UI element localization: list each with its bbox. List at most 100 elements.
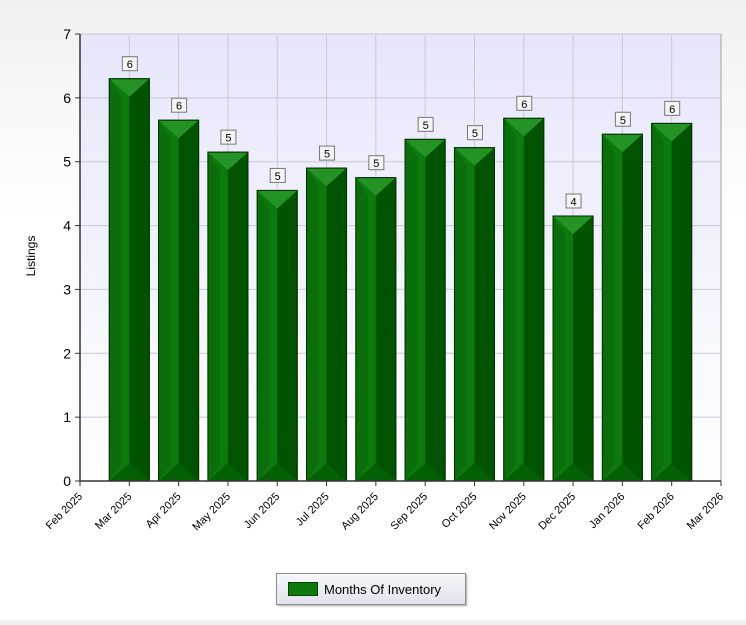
data-label-box <box>466 125 483 141</box>
data-label-box <box>614 111 631 127</box>
bar-top-bevel <box>454 147 495 166</box>
x-tick-label: Dec 2025 <box>536 491 578 533</box>
data-label: 4 <box>565 193 582 209</box>
bar-shade <box>523 118 544 481</box>
bar-shade <box>227 152 248 481</box>
data-label: 5 <box>269 167 286 183</box>
bar-bottom-bevel <box>158 463 199 481</box>
bar-top-bevel <box>503 118 544 137</box>
bar-shade <box>257 190 270 481</box>
bar-shade <box>474 147 495 481</box>
bar-shade <box>158 120 171 481</box>
x-tick-label: Apr 2025 <box>144 491 184 531</box>
bar <box>404 138 446 482</box>
bar <box>453 147 495 482</box>
bar-shade <box>602 134 615 481</box>
data-label-text: 5 <box>423 120 429 132</box>
bar-shade <box>454 147 467 481</box>
data-label: 5 <box>220 129 237 145</box>
data-label-text: 6 <box>176 101 182 113</box>
bar-shade <box>375 177 396 481</box>
bar-bottom-bevel <box>602 463 643 481</box>
legend-swatch <box>288 582 318 596</box>
data-label-text: 5 <box>620 115 626 127</box>
bar-bottom-bevel <box>109 463 150 481</box>
y-tick-label: 0 <box>63 473 71 489</box>
data-label-box <box>664 100 681 116</box>
data-label-text: 5 <box>373 158 379 170</box>
x-tick-label: Sep 2025 <box>388 491 430 533</box>
data-label: 6 <box>171 97 188 113</box>
bar-top-bevel <box>257 190 298 209</box>
x-tick-label: Nov 2025 <box>487 491 529 533</box>
data-label-box <box>171 97 188 113</box>
x-tick-label: Feb 2025 <box>44 491 85 532</box>
bar <box>256 189 298 482</box>
data-label-text: 5 <box>472 128 478 140</box>
x-tick-label: May 2025 <box>190 491 233 534</box>
data-label-box <box>565 193 582 209</box>
data-label: 6 <box>516 95 533 111</box>
y-tick-label: 5 <box>63 154 71 170</box>
x-tick-label: Jul 2025 <box>294 491 332 529</box>
bar-shade <box>622 134 643 481</box>
bar-bottom-bevel <box>553 463 594 481</box>
bar-shade <box>326 168 347 481</box>
bar-shade <box>651 123 664 482</box>
bar-bottom-bevel <box>207 463 248 481</box>
bar-top-bevel <box>553 215 594 234</box>
bar-bottom-bevel <box>355 463 396 481</box>
legend-label: Months Of Inventory <box>324 581 442 597</box>
legend: Months Of Inventory <box>276 573 466 605</box>
x-tick-label: Jan 2026 <box>587 491 627 531</box>
x-tick-label: Feb 2026 <box>635 491 676 532</box>
bar-bottom-bevel <box>306 463 347 481</box>
data-label-text: 5 <box>324 149 330 161</box>
y-tick-label: 2 <box>63 345 71 361</box>
bar-top-bevel <box>602 134 643 153</box>
data-label-text: 6 <box>669 104 675 116</box>
bar-shade <box>178 120 199 481</box>
bar-top-bevel <box>405 139 446 158</box>
data-label-box <box>417 116 434 132</box>
y-axis-label: Listings <box>24 236 38 277</box>
bar-top-bevel <box>355 177 396 196</box>
bar-bottom-bevel <box>651 463 692 481</box>
bar-shade <box>671 123 692 482</box>
bar-top-bevel <box>158 120 199 139</box>
data-label-box <box>368 155 385 171</box>
data-label: 5 <box>368 155 385 171</box>
bar-shade <box>573 215 594 481</box>
data-label-box <box>269 167 286 183</box>
y-tick-label: 3 <box>63 281 71 297</box>
data-label: 5 <box>319 145 336 161</box>
data-label: 6 <box>664 100 681 116</box>
bar-shade <box>277 190 298 481</box>
bar-top-bevel <box>109 78 150 97</box>
x-tick-label: Mar 2026 <box>685 491 726 532</box>
bar-shade <box>503 118 516 481</box>
bar <box>552 215 594 482</box>
data-label-text: 4 <box>571 196 577 208</box>
bar-shade <box>207 152 220 481</box>
x-tick-label: Mar 2025 <box>93 491 134 532</box>
data-label: 5 <box>614 111 631 127</box>
bar-shade <box>425 139 446 481</box>
x-tick-label: Oct 2025 <box>440 491 480 531</box>
bar-bottom-bevel <box>257 463 298 481</box>
data-label-text: 6 <box>521 99 527 111</box>
bar <box>651 122 693 482</box>
bar-bottom-bevel <box>405 463 446 481</box>
bar-shade <box>405 139 418 481</box>
bar <box>207 151 249 482</box>
bar-shade <box>355 177 368 481</box>
data-label-box <box>220 129 237 145</box>
y-tick-label: 4 <box>63 218 71 234</box>
bar-bottom-bevel <box>454 463 495 481</box>
data-label-box <box>516 95 533 111</box>
y-tick-label: 6 <box>63 90 71 106</box>
bar-shade <box>129 78 150 481</box>
bar-top-bevel <box>306 168 347 187</box>
